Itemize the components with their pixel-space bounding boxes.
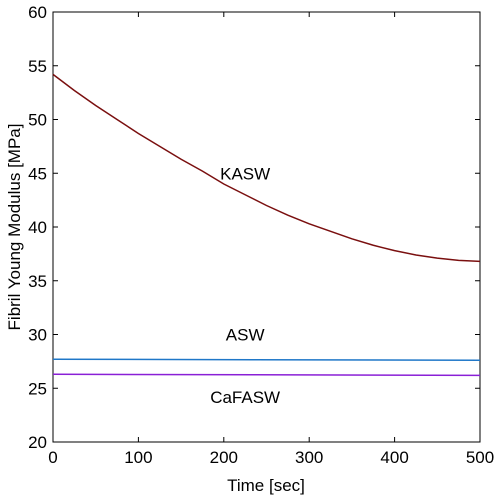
series-group	[52, 73, 481, 377]
x-tick-label: 100	[124, 448, 152, 467]
y-tick-label: 25	[28, 379, 47, 398]
annotation-label: CaFASW	[210, 388, 280, 407]
series-line-3	[52, 373, 481, 377]
y-tick-label: 60	[28, 3, 47, 22]
x-tick-label: 400	[380, 448, 408, 467]
x-tick-label: 200	[210, 448, 238, 467]
y-tick-label: 45	[28, 164, 47, 183]
y-tick-label: 55	[28, 57, 47, 76]
x-axis-label: Time [sec]	[227, 476, 305, 495]
y-axis-label: Fibril Young Modulus [MPa]	[5, 124, 24, 331]
annotation-label: ASW	[226, 326, 265, 345]
y-tick-label: 50	[28, 111, 47, 130]
x-tick-label: 500	[466, 448, 494, 467]
y-tick-label: 20	[28, 433, 47, 452]
series-line-1	[52, 73, 481, 263]
plot-area	[52, 11, 481, 443]
annotation-label: KASW	[220, 164, 270, 183]
axis-ticks: 0 100 200 300 400 500 20 25 30 35 40 45 50 55 60	[28, 3, 494, 467]
series-line-2	[52, 358, 481, 362]
y-tick-label: 40	[28, 218, 47, 237]
x-tick-label: 0	[48, 448, 57, 467]
y-tick-label: 35	[28, 272, 47, 291]
y-tick-label: 30	[28, 326, 47, 345]
annotations: KASW ASW CaFASW	[210, 164, 280, 407]
x-tick-label: 300	[295, 448, 323, 467]
